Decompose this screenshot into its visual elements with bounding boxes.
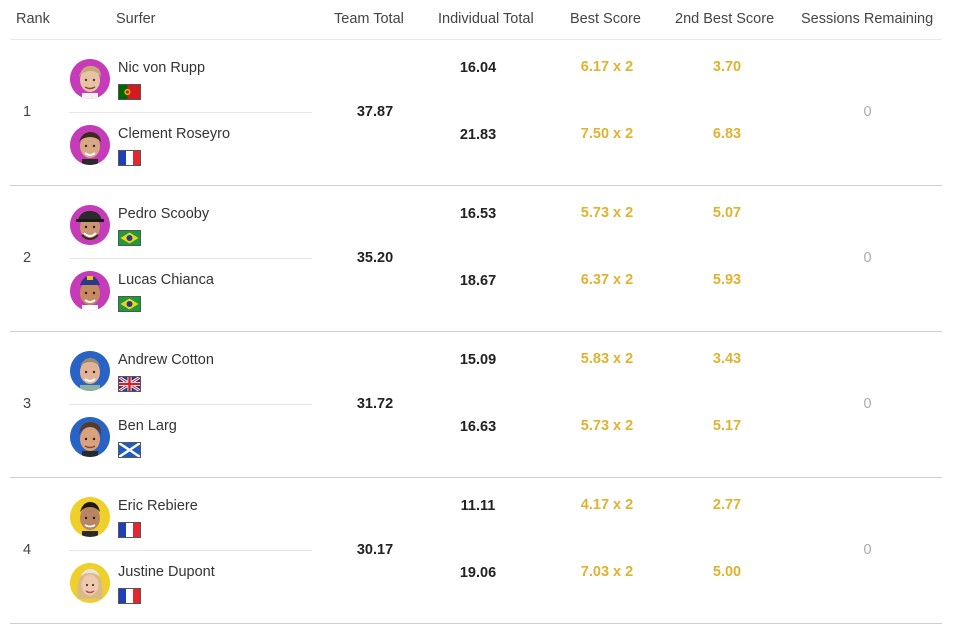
surfer-name[interactable]: Nic von Rupp [118, 60, 206, 76]
table-row-team-1[interactable]: 1 37.87 0 Nic von Rupp 16.04 6.17 x 2 3.… [0, 40, 960, 186]
rank-cell: 1 [23, 104, 32, 120]
column-header-team-total[interactable]: Team Total [334, 11, 404, 27]
individual-total-cell: 19.06 [459, 565, 497, 581]
team-total-cell: 35.20 [356, 250, 394, 266]
column-header-rank[interactable]: Rank [16, 11, 50, 27]
rank-cell: 4 [23, 542, 32, 558]
sessions-remaining-cell: 0 [863, 396, 872, 412]
surfer-name[interactable]: Clement Roseyro [118, 126, 231, 142]
individual-total-cell: 16.63 [459, 419, 497, 435]
surfer-row-clement-roseyro[interactable]: Clement Roseyro 21.83 7.50 x 2 6.83 [0, 112, 960, 174]
best-score-cell: 4.17 x 2 [580, 497, 634, 513]
surfer-name[interactable]: Ben Larg [118, 418, 177, 434]
second-best-score-cell: 2.77 [712, 497, 742, 513]
avatar-ben-larg[interactable] [70, 417, 110, 457]
best-score-cell: 7.03 x 2 [580, 564, 634, 580]
sessions-remaining-cell: 0 [863, 250, 872, 266]
surfer-row-ben-larg[interactable]: Ben Larg 16.63 5.73 x 2 5.17 [0, 404, 960, 466]
scotland-flag-icon [118, 442, 141, 458]
column-header-sessions-remaining[interactable]: Sessions Remaining [801, 11, 934, 27]
avatar-lucas-chianca[interactable] [70, 271, 110, 311]
column-header-best-score[interactable]: Best Score [570, 11, 641, 27]
table-header: Rank Surfer Team Total Individual Total … [0, 0, 960, 40]
second-best-score-cell: 5.93 [712, 272, 742, 288]
sessions-remaining-cell: 0 [863, 542, 872, 558]
table-row-team-3[interactable]: 3 31.72 0 Andrew Cotton 15.09 5.83 x 2 3… [0, 332, 960, 478]
avatar-eric-rebiere[interactable] [70, 497, 110, 537]
surfer-divider [69, 112, 312, 113]
row-divider [10, 331, 942, 332]
individual-total-cell: 15.09 [459, 352, 497, 368]
row-divider [10, 623, 942, 624]
surfer-row-nic-von-rupp[interactable]: Nic von Rupp 16.04 6.17 x 2 3.70 [0, 40, 960, 102]
column-header-surfer[interactable]: Surfer [116, 11, 156, 27]
best-score-cell: 7.50 x 2 [580, 126, 634, 142]
row-divider [10, 477, 942, 478]
brazil-flag-icon [118, 230, 141, 246]
second-best-score-cell: 5.17 [712, 418, 742, 434]
portugal-flag-icon [118, 84, 141, 100]
rank-cell: 2 [23, 250, 32, 266]
team-total-cell: 30.17 [356, 542, 394, 558]
best-score-cell: 5.83 x 2 [580, 351, 634, 367]
individual-total-cell: 11.11 [460, 498, 496, 514]
surfer-row-pedro-scooby[interactable]: Pedro Scooby 16.53 5.73 x 2 5.07 [0, 186, 960, 248]
surfer-name[interactable]: Eric Rebiere [118, 498, 198, 514]
best-score-cell: 6.37 x 2 [580, 272, 634, 288]
surfer-row-justine-dupont[interactable]: Justine Dupont 19.06 7.03 x 2 5.00 [0, 550, 960, 612]
avatar-justine-dupont[interactable] [70, 563, 110, 603]
header-divider [10, 39, 942, 40]
france-flag-icon [118, 588, 141, 604]
surfer-divider [69, 550, 312, 551]
avatar-clement-roseyro[interactable] [70, 125, 110, 165]
surfer-row-lucas-chianca[interactable]: Lucas Chianca 18.67 6.37 x 2 5.93 [0, 258, 960, 320]
column-header-individual-total[interactable]: Individual Total [438, 11, 534, 27]
best-score-cell: 5.73 x 2 [580, 418, 634, 434]
avatar-nic-von-rupp[interactable] [70, 59, 110, 99]
surfer-name[interactable]: Justine Dupont [118, 564, 215, 580]
surfer-divider [69, 258, 312, 259]
best-score-cell: 5.73 x 2 [580, 205, 634, 221]
rank-cell: 3 [23, 396, 32, 412]
surfer-divider [69, 404, 312, 405]
second-best-score-cell: 5.00 [712, 564, 742, 580]
avatar-andrew-cotton[interactable] [70, 351, 110, 391]
team-total-cell: 37.87 [356, 104, 394, 120]
second-best-score-cell: 5.07 [712, 205, 742, 221]
table-row-team-2[interactable]: 2 35.20 0 Pedro Scooby 16.53 5.73 x 2 5.… [0, 186, 960, 332]
individual-total-cell: 16.04 [459, 60, 497, 76]
column-header-second-best-score[interactable]: 2nd Best Score [675, 11, 775, 27]
surfer-name[interactable]: Andrew Cotton [118, 352, 214, 368]
sessions-remaining-cell: 0 [863, 104, 872, 120]
avatar-pedro-scooby[interactable] [70, 205, 110, 245]
surfer-row-andrew-cotton[interactable]: Andrew Cotton 15.09 5.83 x 2 3.43 [0, 332, 960, 394]
surfer-row-eric-rebiere[interactable]: Eric Rebiere 11.11 4.17 x 2 2.77 [0, 478, 960, 540]
table-row-team-4[interactable]: 4 30.17 0 Eric Rebiere 11.11 4.17 x 2 2.… [0, 478, 960, 624]
surfer-name[interactable]: Lucas Chianca [118, 272, 214, 288]
individual-total-cell: 16.53 [459, 206, 497, 222]
france-flag-icon [118, 522, 141, 538]
team-total-cell: 31.72 [356, 396, 394, 412]
surfer-name[interactable]: Pedro Scooby [118, 206, 210, 222]
france-flag-icon [118, 150, 141, 166]
brazil-flag-icon [118, 296, 141, 312]
second-best-score-cell: 6.83 [712, 126, 742, 142]
best-score-cell: 6.17 x 2 [580, 59, 634, 75]
individual-total-cell: 18.67 [459, 273, 497, 289]
uk-flag-icon [118, 376, 141, 392]
row-divider [10, 185, 942, 186]
second-best-score-cell: 3.43 [712, 351, 742, 367]
second-best-score-cell: 3.70 [712, 59, 742, 75]
individual-total-cell: 21.83 [459, 127, 497, 143]
